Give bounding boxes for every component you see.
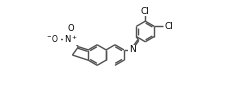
Text: ⁺O⁻: ⁺O⁻ [47, 36, 60, 42]
Text: Cl: Cl [141, 7, 150, 16]
Text: Cl: Cl [164, 22, 173, 31]
Text: N$^+$: N$^+$ [63, 33, 77, 45]
Text: N: N [129, 45, 135, 54]
Text: $^-$O: $^-$O [46, 33, 60, 44]
Text: O: O [67, 24, 74, 33]
